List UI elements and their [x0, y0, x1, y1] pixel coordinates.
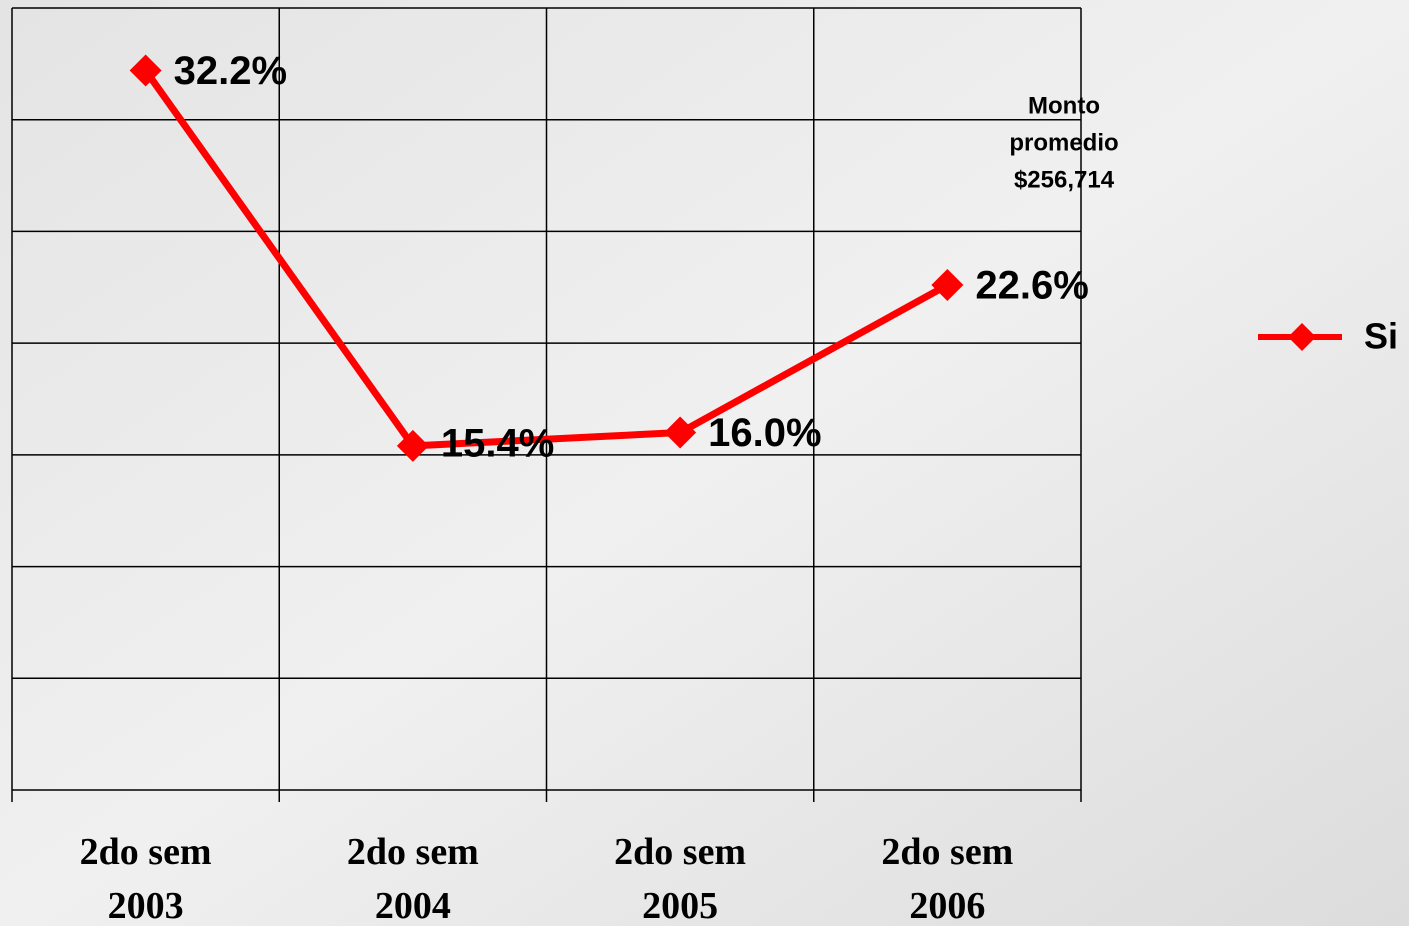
page: {"chart_data": {"type": "line", "categor… [0, 0, 1409, 926]
legend-label: Si [1364, 316, 1398, 357]
background [0, 0, 1409, 926]
data-label: 32.2% [174, 49, 287, 93]
data-label: 22.6% [975, 264, 1088, 308]
chart: 2do sem20032do sem20042do sem20052do sem… [0, 0, 1409, 926]
data-label: 15.4% [441, 421, 554, 465]
data-label: 16.0% [708, 411, 821, 455]
annotation: Monto [1028, 92, 1100, 119]
annotation: promedio [1009, 129, 1118, 156]
annotation: $256,714 [1014, 166, 1115, 193]
